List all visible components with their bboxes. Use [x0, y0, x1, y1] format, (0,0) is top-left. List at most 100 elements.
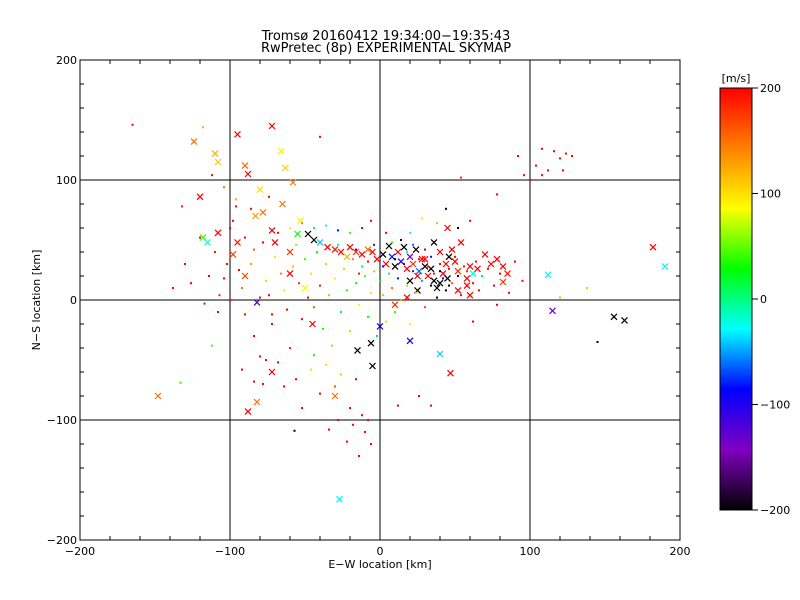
- dot-marker: [481, 275, 483, 277]
- dot-marker: [445, 207, 447, 210]
- x-marker: [301, 284, 309, 292]
- dot-marker: [232, 219, 234, 222]
- x-marker: [373, 255, 381, 263]
- x-marker: [447, 369, 454, 377]
- dot-marker: [271, 313, 273, 316]
- dot-marker: [340, 311, 342, 313]
- x-marker: [430, 238, 438, 246]
- dot-marker: [184, 263, 186, 265]
- y-tick-label: −100: [47, 414, 77, 427]
- dot-marker: [478, 289, 480, 292]
- dot-marker: [295, 378, 297, 381]
- dot-marker: [325, 263, 327, 265]
- dot-marker: [235, 198, 237, 201]
- dot-marker: [253, 380, 255, 383]
- dot-marker: [259, 355, 261, 358]
- dot-marker: [346, 289, 348, 292]
- x-marker: [343, 253, 351, 261]
- colorbar: [m/s] −200 −100 0 100 200: [719, 72, 790, 517]
- x-marker: [421, 262, 429, 270]
- dot-marker: [328, 294, 330, 297]
- dot-marker: [289, 347, 291, 349]
- dot-marker: [367, 315, 369, 318]
- x-marker: [415, 267, 423, 275]
- x-marker: [433, 284, 441, 292]
- dot-marker: [535, 164, 537, 167]
- x-marker: [424, 272, 432, 280]
- x-marker: [454, 267, 462, 275]
- x-marker: [454, 286, 462, 294]
- dot-marker: [319, 284, 321, 287]
- dot-marker: [382, 294, 384, 297]
- dot-marker: [349, 330, 351, 333]
- dot-marker: [343, 267, 345, 270]
- dot-marker: [559, 296, 561, 299]
- axis-ticks: −200−200 −100 −100 0 0 100 100 200 200: [47, 54, 691, 558]
- dot-marker: [571, 155, 573, 157]
- dot-marker: [385, 320, 387, 323]
- dot-marker: [304, 258, 306, 261]
- x-marker: [253, 298, 261, 306]
- x-marker: [376, 322, 384, 330]
- x-tick-label: 0: [377, 545, 384, 558]
- x-marker: [385, 242, 393, 250]
- x-marker: [253, 398, 261, 406]
- x-marker: [268, 122, 276, 130]
- dot-marker: [241, 287, 243, 289]
- dot-marker: [367, 419, 369, 421]
- dot-marker: [235, 205, 237, 208]
- x-marker: [649, 243, 657, 251]
- dot-marker: [280, 272, 282, 275]
- dot-marker: [409, 231, 411, 234]
- dot-marker: [427, 265, 429, 268]
- dot-marker: [521, 279, 524, 282]
- dot-marker: [388, 272, 390, 275]
- x-marker: [414, 272, 421, 280]
- dot-marker: [286, 308, 288, 311]
- dot-marker: [430, 404, 432, 407]
- dot-marker: [217, 311, 219, 313]
- dot-marker: [226, 263, 228, 265]
- dot-marker: [541, 174, 543, 177]
- dot-marker: [229, 227, 231, 229]
- dot-marker: [412, 270, 414, 273]
- x-marker: [337, 248, 345, 256]
- dot-marker: [391, 241, 393, 244]
- dot-marker: [487, 267, 489, 270]
- x-marker: [331, 392, 339, 400]
- dot-marker: [496, 303, 498, 306]
- x-marker: [271, 238, 279, 246]
- x-marker: [234, 238, 241, 246]
- x-marker: [294, 230, 301, 238]
- dot-marker: [301, 222, 303, 225]
- x-marker: [214, 229, 222, 237]
- dot-marker: [442, 277, 444, 280]
- dot-marker: [283, 385, 285, 388]
- dot-marker: [313, 354, 315, 357]
- dot-marker: [373, 270, 375, 273]
- x-marker: [444, 224, 451, 232]
- dot-marker: [334, 277, 336, 280]
- dot-marker: [277, 361, 279, 364]
- dot-marker: [250, 263, 252, 265]
- data-markers: [131, 122, 669, 503]
- dot-marker: [406, 251, 408, 253]
- x-marker: [448, 246, 456, 254]
- dot-marker: [214, 251, 216, 253]
- colorbar-tick-label: 200: [760, 82, 781, 95]
- x-tick-label: 200: [670, 545, 691, 558]
- dot-marker: [355, 248, 357, 251]
- x-marker: [406, 253, 414, 261]
- dot-marker: [421, 279, 423, 282]
- dot-marker: [391, 287, 393, 289]
- dot-marker: [385, 231, 387, 234]
- dot-marker: [325, 224, 327, 227]
- x-marker: [256, 186, 264, 194]
- dot-marker: [415, 291, 417, 294]
- x-marker: [204, 238, 211, 246]
- x-marker: [445, 253, 453, 261]
- dot-marker: [586, 287, 588, 289]
- dot-marker: [337, 419, 339, 421]
- dot-marker: [361, 414, 363, 417]
- dot-marker: [406, 284, 408, 287]
